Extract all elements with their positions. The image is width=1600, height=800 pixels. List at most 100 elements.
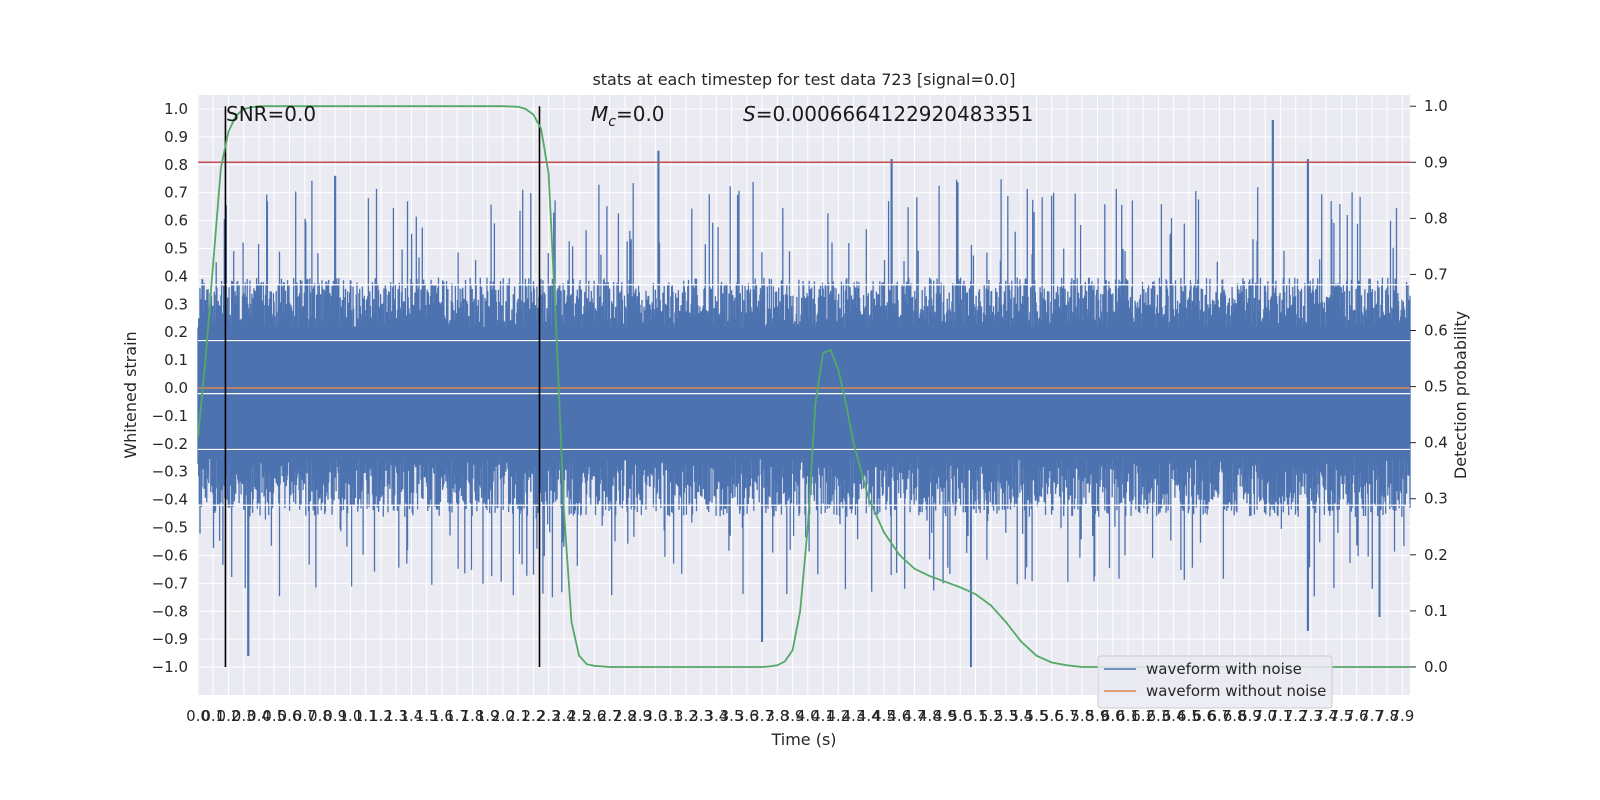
y-tick-label-right: 0.2 <box>1424 546 1448 564</box>
x-tick-label: 3.5 <box>720 707 744 725</box>
x-tick-label: 1.3 <box>384 707 408 725</box>
y-tick-label-left: −0.6 <box>152 546 188 564</box>
mc-symbol: M <box>591 102 608 126</box>
x-tick-label: 3.0 <box>643 707 667 725</box>
x-tick-label: 3.2 <box>674 707 698 725</box>
x-tick-label: 7.5 <box>1329 707 1353 725</box>
y-tick-label-left: −0.5 <box>152 519 188 537</box>
x-tick-label: 0.1 <box>201 707 225 725</box>
x-tick-label: 5.5 <box>1025 707 1049 725</box>
x-tick-label: 2.5 <box>567 707 591 725</box>
x-tick-label: 1.2 <box>369 707 393 725</box>
y-tick-label-left: 1.0 <box>164 100 188 118</box>
x-tick-label: 6.6 <box>1192 707 1216 725</box>
x-tick-label: 3.9 <box>781 707 805 725</box>
x-tick-label: 7.3 <box>1299 707 1323 725</box>
x-tick-label: 0.2 <box>217 707 241 725</box>
y-tick-label-right: 0.5 <box>1424 378 1448 396</box>
overlay-lines <box>197 105 1410 668</box>
waveform-with-noise-line <box>197 120 1411 668</box>
x-tick-label: 0.8 <box>308 707 332 725</box>
x-tick-label: 6.8 <box>1223 707 1247 725</box>
y-tick-label-left: −0.3 <box>152 463 188 481</box>
noise-series <box>197 120 1411 668</box>
x-tick-label: 7.6 <box>1345 707 1369 725</box>
x-tick-label: 0.9 <box>323 707 347 725</box>
y-tick-label-left: 0.9 <box>164 128 188 146</box>
snr-annotation: SNR=0.0 <box>226 102 316 126</box>
y-tick-label-right: 0.7 <box>1424 265 1448 283</box>
x-tick-label: 0.6 <box>278 707 302 725</box>
x-tick-label: 4.0 <box>796 707 820 725</box>
x-tick-label: 5.0 <box>948 707 972 725</box>
x-tick-label: 7.4 <box>1314 707 1338 725</box>
y-tick-label-left: −0.2 <box>152 435 188 453</box>
x-tick-label: 0.4 <box>247 707 271 725</box>
chart-title: stats at each timestep for test data 723… <box>592 70 1015 89</box>
x-tick-label: 2.8 <box>613 707 637 725</box>
x-tick-label: 7.0 <box>1253 707 1277 725</box>
x-tick-label: 5.4 <box>1009 707 1033 725</box>
mc-annotation: Mc=0.0 <box>591 102 665 130</box>
x-tick-label: 6.9 <box>1238 707 1262 725</box>
x-tick-label: 2.0 <box>491 707 515 725</box>
x-tick-label: 2.7 <box>598 707 622 725</box>
x-tick-label: 5.8 <box>1070 707 1094 725</box>
y-tick-label-left: 0.0 <box>164 379 188 397</box>
y-tick-label-right: 0.6 <box>1424 322 1448 340</box>
y-tick-label-left: −1.0 <box>152 658 188 676</box>
x-tick-label: 2.6 <box>582 707 606 725</box>
y-tick-label-right: 0.3 <box>1424 490 1448 508</box>
x-tick-label: 1.1 <box>354 707 378 725</box>
x-tick-label: 5.6 <box>1040 707 1064 725</box>
x-tick-label: 2.1 <box>506 707 530 725</box>
x-tick-label: 6.3 <box>1147 707 1171 725</box>
x-tick-label: 3.4 <box>704 707 728 725</box>
x-tick-label: 4.3 <box>842 707 866 725</box>
x-tick-label: 6.0 <box>1101 707 1125 725</box>
y-tick-label-left: 0.6 <box>164 212 188 230</box>
x-tick-label: 4.2 <box>826 707 850 725</box>
y-tick-label-right: 0.0 <box>1424 658 1448 676</box>
y-tick-label-left: −0.1 <box>152 407 188 425</box>
s-value: =0.0006664122920483351 <box>756 102 1034 126</box>
x-tick-label: 7.7 <box>1360 707 1384 725</box>
x-tick-label: 4.6 <box>887 707 911 725</box>
s-annotation: S=0.0006664122920483351 <box>743 102 1033 126</box>
x-tick-label: 7.1 <box>1268 707 1292 725</box>
x-tick-label: 3.3 <box>689 707 713 725</box>
x-tick-label: 4.4 <box>857 707 881 725</box>
y-tick-label-left: 0.3 <box>164 295 188 313</box>
x-tick-label: 0.5 <box>262 707 286 725</box>
legend: waveform with noise waveform without noi… <box>1097 655 1333 709</box>
x-tick-label: 1.8 <box>460 707 484 725</box>
x-tick-label: 4.5 <box>872 707 896 725</box>
x-tick-label: 7.8 <box>1375 707 1399 725</box>
x-tick-label: 3.6 <box>735 707 759 725</box>
x-tick-label: 5.2 <box>979 707 1003 725</box>
y-tick-label-left: 0.1 <box>164 351 188 369</box>
s-symbol: S <box>743 102 756 126</box>
y-tick-label-left: 0.5 <box>164 239 188 257</box>
x-tick-label: 5.1 <box>964 707 988 725</box>
mc-value: =0.0 <box>616 102 665 126</box>
x-tick-label: 5.9 <box>1086 707 1110 725</box>
legend-label-clean: waveform without noise <box>1146 682 1326 700</box>
x-tick-label: 6.4 <box>1162 707 1186 725</box>
x-tick-label: 7.2 <box>1284 707 1308 725</box>
y-tick-label-left: −0.8 <box>152 602 188 620</box>
y-axis-label-right: Detection probability <box>1451 311 1470 479</box>
y-tick-label-left: −0.7 <box>152 574 188 592</box>
x-axis-label: Time (s) <box>770 730 836 749</box>
x-tick-label: 0.7 <box>293 707 317 725</box>
x-tick-label: 3.1 <box>659 707 683 725</box>
mc-subscript: c <box>608 114 616 130</box>
x-tick-label: 1.5 <box>415 707 439 725</box>
legend-box <box>1097 655 1333 709</box>
y-tick-label-right: 0.8 <box>1424 209 1448 227</box>
x-tick-label: 4.9 <box>933 707 957 725</box>
x-tick-label: 1.7 <box>445 707 469 725</box>
y-tick-label-left: 0.7 <box>164 184 188 202</box>
